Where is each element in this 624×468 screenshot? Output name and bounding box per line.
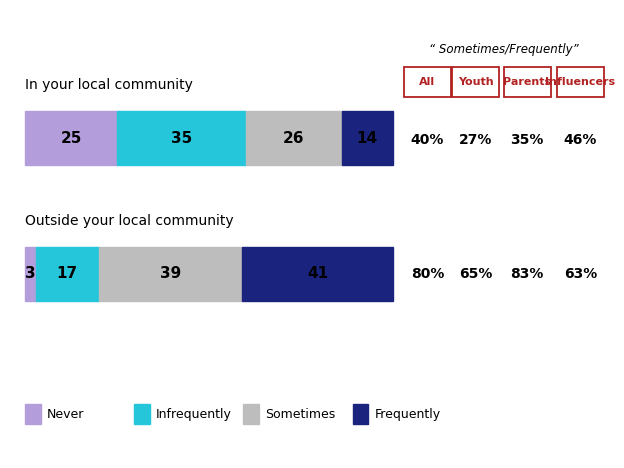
Text: Influencers: Influencers — [545, 77, 615, 87]
Text: 40%: 40% — [411, 133, 444, 147]
Text: Parents: Parents — [503, 77, 552, 87]
Text: “ Sometimes/Frequently”: “ Sometimes/Frequently” — [429, 43, 579, 56]
Text: 14: 14 — [357, 131, 378, 146]
Text: 35: 35 — [171, 131, 192, 146]
Bar — [452, 67, 499, 97]
Bar — [404, 67, 451, 97]
Bar — [25, 404, 41, 424]
Text: 27%: 27% — [459, 133, 492, 147]
Bar — [341, 111, 393, 165]
Text: 39: 39 — [160, 266, 181, 281]
Text: 25: 25 — [61, 131, 82, 146]
Text: 41: 41 — [307, 266, 328, 281]
Text: Outside your local community: Outside your local community — [25, 214, 233, 228]
Text: 80%: 80% — [411, 267, 444, 281]
Bar — [134, 404, 150, 424]
Bar — [25, 111, 117, 165]
Bar — [246, 111, 341, 165]
Text: 65%: 65% — [459, 267, 492, 281]
Text: Sometimes: Sometimes — [265, 408, 336, 421]
Text: Infrequently: Infrequently — [156, 408, 232, 421]
Text: Frequently: Frequently — [374, 408, 441, 421]
Text: 3: 3 — [25, 266, 36, 281]
Text: Never: Never — [47, 408, 84, 421]
Bar — [117, 111, 246, 165]
Bar — [504, 67, 551, 97]
Bar — [99, 247, 242, 300]
Text: 83%: 83% — [510, 267, 544, 281]
Bar — [353, 404, 368, 424]
Bar — [557, 67, 604, 97]
Text: 35%: 35% — [510, 133, 544, 147]
Text: 17: 17 — [57, 266, 78, 281]
Bar — [25, 247, 36, 300]
Text: 26: 26 — [283, 131, 305, 146]
Text: 63%: 63% — [563, 267, 597, 281]
Text: Youth: Youth — [457, 77, 494, 87]
Text: 46%: 46% — [563, 133, 597, 147]
Bar — [36, 247, 99, 300]
Bar — [242, 247, 393, 300]
Bar — [243, 404, 259, 424]
Text: In your local community: In your local community — [25, 79, 193, 92]
Text: All: All — [419, 77, 436, 87]
